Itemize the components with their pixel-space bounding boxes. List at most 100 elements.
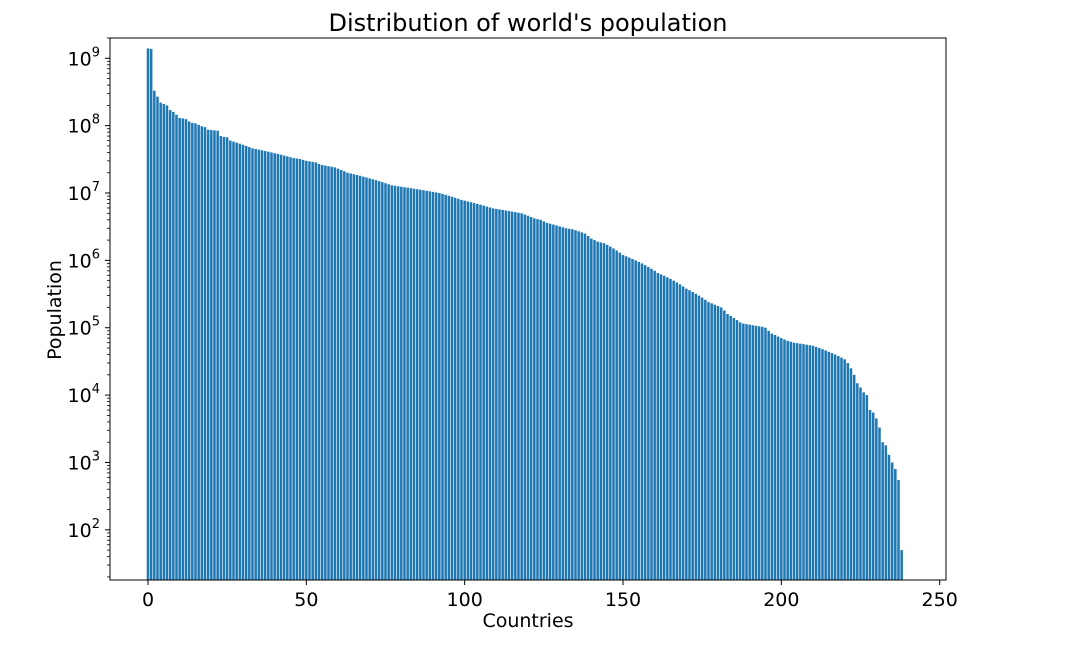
bar [868, 410, 872, 580]
bar [767, 330, 770, 580]
bar [609, 246, 612, 580]
bar [552, 224, 555, 580]
bar [482, 205, 485, 581]
bar [716, 306, 720, 580]
bar [260, 150, 264, 580]
bar [501, 209, 504, 580]
bar [602, 243, 606, 580]
bar [884, 445, 888, 580]
bar [523, 214, 527, 581]
bar [292, 158, 295, 580]
bar [612, 248, 615, 580]
bar [818, 348, 821, 580]
bar [732, 317, 736, 580]
bar [615, 250, 618, 580]
bar [181, 118, 185, 581]
bar [495, 208, 498, 580]
bar [229, 140, 232, 580]
chart-title: Distribution of world's population [329, 9, 728, 37]
bar [210, 130, 213, 580]
bar [415, 189, 419, 581]
bar [352, 174, 356, 581]
bar [159, 102, 162, 580]
bar [320, 165, 324, 581]
bar [232, 141, 235, 580]
bar [618, 252, 622, 580]
x-tick-label: 0 [142, 589, 154, 611]
bar [653, 270, 656, 580]
bar [824, 350, 827, 580]
bar [175, 114, 178, 581]
bar [526, 215, 530, 581]
bar [488, 207, 492, 580]
bar [295, 158, 299, 580]
bar [735, 320, 739, 580]
bar [238, 143, 242, 581]
bar [799, 343, 802, 580]
bar [447, 195, 451, 580]
bar [659, 274, 663, 580]
bar [640, 263, 644, 580]
bar [704, 299, 707, 580]
bar [780, 338, 783, 580]
bar [754, 325, 758, 580]
bar [545, 222, 549, 580]
bar [469, 202, 473, 580]
bar [637, 261, 641, 580]
bar [216, 130, 219, 581]
bar [789, 341, 793, 580]
bar [504, 210, 508, 580]
bar [314, 162, 318, 580]
bar [894, 469, 897, 580]
bar [707, 302, 710, 580]
bar [510, 211, 514, 580]
bar [476, 203, 479, 581]
bar [330, 166, 333, 581]
bar [852, 374, 856, 580]
bar [700, 297, 704, 580]
bar [514, 212, 517, 580]
bar [412, 188, 416, 581]
bar [365, 177, 368, 581]
bar [153, 90, 156, 581]
bar [859, 387, 862, 580]
bar [517, 212, 520, 580]
bar [431, 191, 435, 581]
bar [349, 173, 352, 580]
plot-frame [109, 37, 947, 581]
bar [298, 158, 302, 581]
bar [441, 193, 444, 580]
bar [596, 241, 599, 580]
bar [624, 256, 628, 580]
bar [339, 169, 343, 580]
bar [821, 349, 824, 580]
bar [605, 244, 609, 580]
bar [764, 327, 767, 580]
bar [827, 351, 831, 580]
bar [580, 232, 584, 581]
bar [558, 226, 561, 580]
bar [305, 160, 308, 580]
bar [301, 159, 305, 580]
bar [336, 168, 340, 580]
bar [289, 157, 292, 580]
bar [757, 326, 761, 580]
bar [694, 293, 698, 580]
bar [263, 151, 267, 580]
bar [729, 315, 732, 580]
bar [346, 172, 349, 581]
bar [248, 147, 251, 580]
x-axis-label: Countries [482, 610, 573, 632]
bar [235, 142, 238, 581]
bar [529, 217, 533, 580]
bar [621, 255, 625, 581]
x-tick-label: 100 [447, 589, 483, 611]
bar [387, 184, 390, 581]
bar [871, 412, 875, 580]
bar [286, 156, 289, 581]
y-tick-label: 107 [68, 180, 100, 205]
bar [434, 192, 438, 580]
bar [374, 180, 378, 580]
bar [444, 194, 447, 580]
